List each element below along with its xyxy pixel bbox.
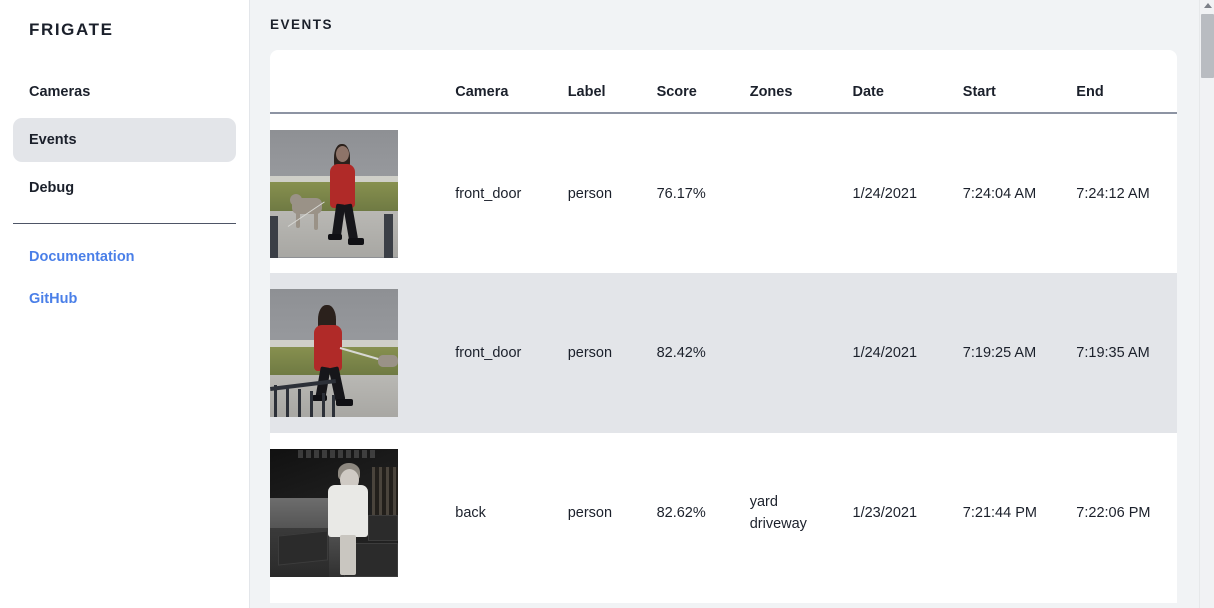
fence-post-left [270, 215, 278, 258]
event-start: 7:19:25 AM [962, 273, 1077, 433]
event-score: 82.42% [656, 273, 750, 433]
sidebar: FRIGATE Cameras Events Debug Documentati… [0, 0, 250, 608]
fence-post-right [384, 213, 393, 258]
table-row[interactable]: front_door person 76.17% 1/24/2021 7:24:… [270, 113, 1177, 273]
event-end: 7:22:06 PM [1076, 505, 1151, 521]
column-header-zones[interactable]: Zones [749, 50, 853, 114]
event-zones[interactable]: yard driveway [750, 433, 853, 593]
event-date: 1/23/2021 [852, 505, 918, 521]
event-score: 82.62% [656, 505, 706, 521]
scene-object-crate [278, 530, 328, 566]
page-title: EVENTS [270, 17, 334, 32]
events-card: Camera Label Score Zones Date Start End [270, 50, 1177, 603]
event-end: 7:19:35 AM [1076, 273, 1177, 433]
event-thumbnail-cell[interactable] [270, 113, 455, 273]
events-table-body: front_door person 76.17% 1/24/2021 7:24:… [270, 113, 1177, 593]
detected-person [328, 485, 368, 537]
event-zone[interactable]: driveway [749, 516, 807, 532]
header-row: Camera Label Score Zones Date Start End [270, 50, 1177, 114]
scrollbar-thumb[interactable] [1201, 14, 1214, 78]
camera-timestamp-overlay [298, 450, 375, 458]
event-date: 1/24/2021 [852, 185, 918, 202]
event-zones[interactable] [749, 273, 853, 433]
sidebar-link-github[interactable]: GitHub [29, 291, 78, 307]
metal-railing [270, 378, 342, 417]
event-camera[interactable]: back [455, 505, 486, 521]
main-content: EVENTS Camera Label Score Zones Date Sta… [250, 0, 1214, 608]
event-zones[interactable] [750, 113, 853, 273]
event-date: 1/24/2021 [852, 273, 963, 433]
event-camera[interactable]: front_door [455, 185, 522, 202]
sidebar-link-documentation[interactable]: Documentation [29, 249, 135, 265]
sidebar-item-debug[interactable]: Debug [29, 180, 75, 196]
column-header-score[interactable]: Score [656, 50, 750, 114]
sidebar-item-cameras[interactable]: Cameras [29, 84, 91, 100]
event-thumbnail-cell[interactable] [270, 273, 456, 433]
event-score: 76.17% [656, 185, 706, 202]
column-header-start[interactable]: Start [962, 50, 1077, 114]
sidebar-item-events[interactable]: Events [13, 118, 236, 162]
column-header-date[interactable]: Date [852, 50, 963, 114]
event-thumbnail-daylight-dog[interactable] [270, 129, 398, 258]
column-header-thumbnail[interactable] [270, 50, 456, 114]
event-label[interactable]: person [567, 273, 657, 433]
event-label[interactable]: person [567, 185, 613, 202]
scroll-up-arrow-icon[interactable] [1204, 3, 1212, 8]
event-start: 7:24:04 AM [962, 185, 1037, 202]
scene-object-post [368, 515, 398, 541]
column-header-end[interactable]: End [1076, 50, 1177, 114]
event-camera[interactable]: front_door [455, 273, 568, 433]
column-header-label[interactable]: Label [567, 50, 657, 114]
detected-dog [378, 355, 398, 367]
event-start: 7:21:44 PM [962, 505, 1037, 521]
event-end: 7:24:12 AM [1076, 185, 1150, 202]
sidebar-divider [13, 223, 236, 224]
events-table: Camera Label Score Zones Date Start End [270, 50, 1177, 593]
event-thumbnail-cell[interactable] [270, 433, 455, 593]
table-row[interactable]: back person 82.62% yard driveway 1/23/202… [270, 433, 1177, 593]
event-thumbnail-daylight-leash[interactable] [270, 289, 398, 417]
column-header-camera[interactable]: Camera [455, 50, 568, 114]
event-thumbnail-night-infrared[interactable] [270, 449, 398, 577]
vertical-scrollbar[interactable] [1199, 0, 1214, 608]
events-table-header: Camera Label Score Zones Date Start End [270, 50, 1177, 114]
app-brand-title: FRIGATE [29, 20, 114, 39]
event-zone[interactable]: yard [749, 494, 778, 510]
event-label[interactable]: person [567, 505, 613, 521]
table-row[interactable]: front_door person 82.42% 1/24/2021 7:19:… [270, 273, 1177, 433]
